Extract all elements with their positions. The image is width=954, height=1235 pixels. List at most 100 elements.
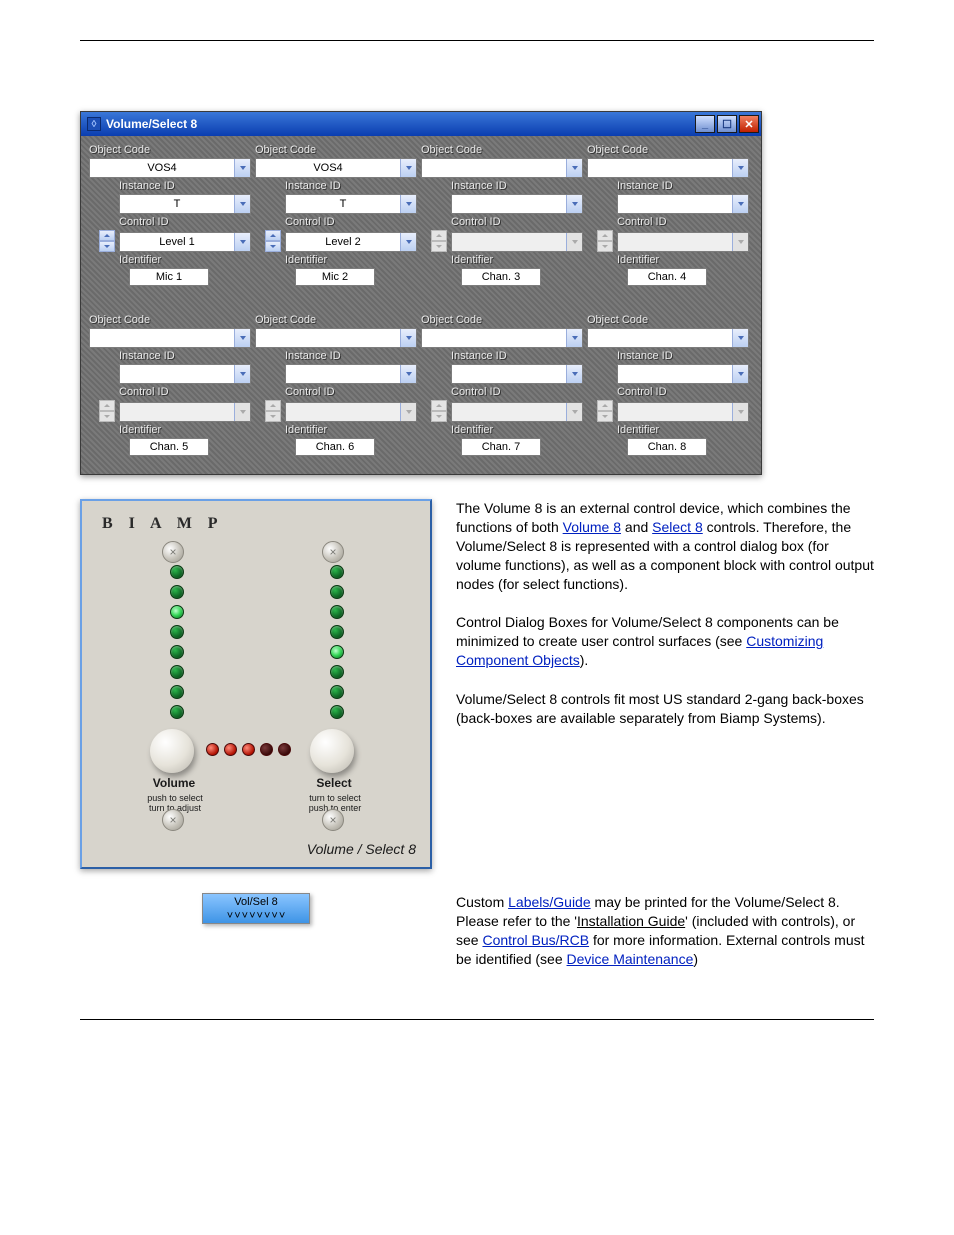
field-label: Object Code — [89, 314, 251, 326]
meter-row — [206, 743, 291, 756]
channel-column: Object CodeInstance IDControl IDIdentifi… — [587, 312, 749, 462]
labels-guide-link[interactable]: Labels/Guide — [508, 894, 591, 910]
object-code-select[interactable] — [421, 328, 583, 348]
volume-knob[interactable] — [150, 729, 194, 773]
object-code-select[interactable] — [89, 328, 251, 348]
identifier-field[interactable]: Mic 2 — [295, 268, 375, 286]
identifier-field[interactable]: Chan. 4 — [627, 268, 707, 286]
led-indicator — [330, 685, 344, 699]
volsel8-label: Vol/Sel 8 — [203, 894, 309, 910]
output-port[interactable]: ˅ — [234, 910, 240, 922]
control-id-select — [451, 402, 583, 422]
meter-led — [242, 743, 255, 756]
field-label: Instance ID — [285, 350, 417, 362]
field-label: Identifier — [451, 254, 583, 266]
identifier-field[interactable]: Chan. 7 — [461, 438, 541, 456]
chevron-down-icon — [400, 233, 416, 251]
control-id-select — [119, 402, 251, 422]
led-indicator — [330, 705, 344, 719]
identifier-field[interactable]: Chan. 3 — [461, 268, 541, 286]
object-code-select[interactable] — [421, 158, 583, 178]
led-indicator — [170, 585, 184, 599]
volume8-link[interactable]: Volume 8 — [563, 519, 621, 535]
device-maintenance-link[interactable]: Device Maintenance — [567, 951, 694, 967]
screw-icon: × — [162, 809, 184, 831]
chevron-down-icon — [732, 233, 748, 251]
field-label: Object Code — [587, 144, 749, 156]
led-indicator — [330, 585, 344, 599]
instance-id-select[interactable] — [617, 194, 749, 214]
field-label: Identifier — [285, 254, 417, 266]
chevron-down-icon — [732, 195, 748, 213]
control-id-select — [617, 232, 749, 252]
identifier-field[interactable]: Chan. 6 — [295, 438, 375, 456]
maximize-button[interactable]: ☐ — [717, 115, 737, 133]
chevron-down-icon — [234, 159, 250, 177]
field-label: Control ID — [119, 386, 251, 398]
chevron-down-icon — [566, 159, 582, 177]
minimize-button[interactable]: _ — [695, 115, 715, 133]
field-label: Instance ID — [451, 350, 583, 362]
output-port[interactable]: ˅ — [249, 910, 255, 922]
field-label: Object Code — [89, 144, 251, 156]
volume-label: Volume — [134, 776, 214, 790]
control-id-select — [617, 402, 749, 422]
control-stepper[interactable] — [265, 230, 281, 252]
field-label: Instance ID — [285, 180, 417, 192]
led-indicator — [330, 665, 344, 679]
object-code-select[interactable] — [587, 328, 749, 348]
field-label: Control ID — [617, 386, 749, 398]
object-code-select[interactable] — [255, 328, 417, 348]
close-button[interactable]: ✕ — [739, 115, 759, 133]
identifier-field[interactable]: Chan. 8 — [627, 438, 707, 456]
instance-id-select[interactable]: T — [119, 194, 251, 214]
led-indicator — [170, 625, 184, 639]
channel-column: Object CodeInstance IDControl IDIdentifi… — [421, 142, 583, 292]
output-port[interactable]: ˅ — [264, 910, 270, 922]
chevron-down-icon — [234, 403, 250, 421]
channel-column: Object CodeInstance IDControl IDIdentifi… — [421, 312, 583, 462]
object-code-select[interactable]: VOS4 — [89, 158, 251, 178]
controlbus-link[interactable]: Control Bus/RCB — [482, 932, 589, 948]
output-port[interactable]: ˅ — [227, 910, 233, 922]
app-icon: ◊ — [87, 117, 101, 131]
chevron-down-icon — [732, 159, 748, 177]
chevron-down-icon — [400, 195, 416, 213]
output-port[interactable]: ˅ — [271, 910, 277, 922]
chevron-down-icon — [566, 329, 582, 347]
instance-id-select[interactable] — [451, 364, 583, 384]
control-stepper — [597, 230, 613, 252]
output-port[interactable]: ˅ — [242, 910, 248, 922]
control-id-select — [451, 232, 583, 252]
output-port[interactable]: ˅ — [279, 910, 285, 922]
instance-id-select[interactable] — [451, 194, 583, 214]
titlebar[interactable]: ◊ Volume/Select 8 _ ☐ ✕ — [81, 112, 761, 136]
chevron-down-icon — [234, 233, 250, 251]
installation-guide-text: Installation Guide — [577, 913, 685, 929]
field-label: Instance ID — [617, 350, 749, 362]
object-code-select[interactable]: VOS4 — [255, 158, 417, 178]
channel-column: Object CodeInstance IDControl IDIdentifi… — [89, 312, 251, 462]
control-id-select[interactable]: Level 1 — [119, 232, 251, 252]
control-stepper[interactable] — [99, 230, 115, 252]
identifier-field[interactable]: Mic 1 — [129, 268, 209, 286]
control-id-select[interactable]: Level 2 — [285, 232, 417, 252]
led-indicator — [330, 605, 344, 619]
control-stepper — [265, 400, 281, 422]
identifier-field[interactable]: Chan. 5 — [129, 438, 209, 456]
chevron-down-icon — [732, 403, 748, 421]
output-port[interactable]: ˅ — [257, 910, 263, 922]
volsel8-block[interactable]: Vol/Sel 8 ˅˅˅˅˅˅˅˅ — [202, 893, 310, 924]
object-code-select[interactable] — [587, 158, 749, 178]
screw-icon: × — [322, 809, 344, 831]
instance-id-select[interactable] — [119, 364, 251, 384]
brand-logo: B I A M P — [102, 515, 224, 533]
instance-id-select[interactable]: T — [285, 194, 417, 214]
select-knob[interactable] — [310, 729, 354, 773]
channel-column: Object CodeInstance IDControl IDIdentifi… — [587, 142, 749, 292]
select8-link[interactable]: Select 8 — [652, 519, 703, 535]
led-indicator — [170, 605, 184, 619]
chevron-down-icon — [234, 365, 250, 383]
instance-id-select[interactable] — [617, 364, 749, 384]
instance-id-select[interactable] — [285, 364, 417, 384]
